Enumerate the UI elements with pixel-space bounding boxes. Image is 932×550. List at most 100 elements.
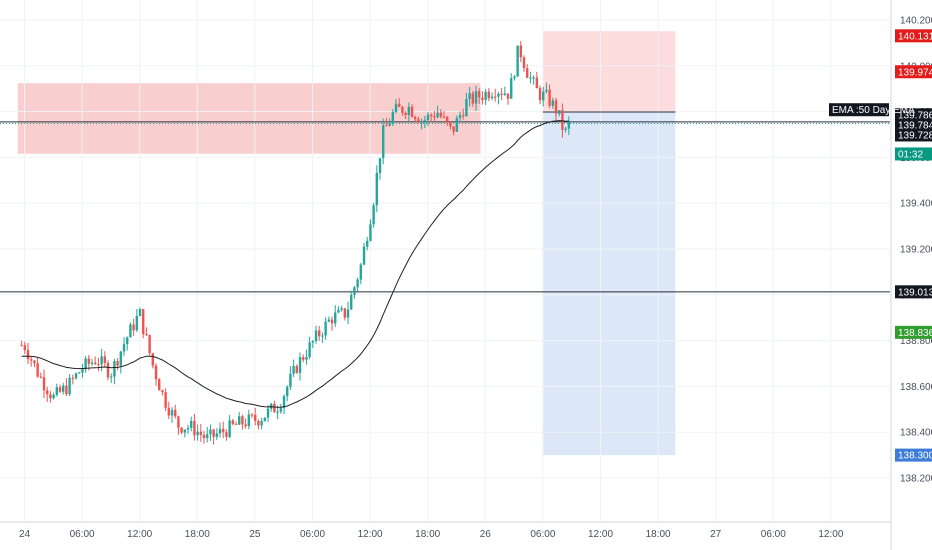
candle-body bbox=[308, 342, 311, 358]
candle-body bbox=[142, 309, 145, 335]
candle-body bbox=[423, 120, 427, 122]
candle-body bbox=[484, 91, 487, 100]
x-tick-label: 24 bbox=[19, 529, 31, 540]
price-tag-label: 139.013 bbox=[898, 287, 932, 298]
price-tag bbox=[895, 325, 932, 339]
price-tag bbox=[895, 147, 932, 161]
target-zone bbox=[542, 112, 676, 456]
y-tick-label: 138.200 bbox=[900, 474, 932, 485]
candle-body bbox=[391, 112, 395, 124]
candle-body bbox=[452, 126, 455, 132]
price-tag bbox=[895, 118, 932, 132]
candle-body bbox=[318, 330, 321, 337]
candle-body bbox=[497, 93, 500, 97]
candle-body bbox=[65, 385, 68, 395]
candle-body bbox=[414, 116, 417, 120]
x-tick-label: 06:00 bbox=[70, 529, 95, 540]
candle-body bbox=[254, 414, 257, 421]
candle-body bbox=[42, 377, 46, 391]
candle-body bbox=[337, 309, 340, 313]
candle-body bbox=[522, 57, 526, 69]
candle-body bbox=[58, 387, 62, 392]
x-tick-label: 18:00 bbox=[415, 529, 440, 540]
candle-body bbox=[33, 360, 36, 364]
x-tick-label: 12:00 bbox=[818, 529, 843, 540]
candle-body bbox=[542, 91, 545, 101]
candle-body bbox=[154, 365, 158, 380]
candle-body bbox=[346, 309, 350, 318]
candle-body bbox=[84, 358, 87, 370]
candle-body bbox=[110, 376, 113, 378]
ema-label-box bbox=[829, 103, 889, 117]
candle-body bbox=[401, 107, 404, 114]
candle-body bbox=[526, 68, 529, 78]
candle-body bbox=[436, 112, 439, 118]
candle-body bbox=[282, 396, 286, 409]
candle-body bbox=[311, 341, 315, 343]
candle-body bbox=[462, 115, 465, 117]
candle-body bbox=[100, 356, 103, 365]
x-tick-label: 12:00 bbox=[588, 529, 613, 540]
candle-body bbox=[257, 420, 260, 426]
price-tag-label: 139.728 bbox=[898, 130, 932, 141]
candle-body bbox=[548, 89, 551, 106]
candle-body bbox=[279, 408, 283, 412]
candle-body bbox=[516, 45, 519, 77]
candle-body bbox=[113, 361, 116, 377]
candle-body bbox=[222, 428, 225, 433]
candle-body bbox=[49, 394, 52, 399]
candle-body bbox=[55, 387, 59, 395]
candle-body bbox=[71, 377, 75, 379]
candle-body bbox=[378, 158, 382, 173]
candle-body bbox=[481, 97, 484, 100]
candle-body bbox=[87, 358, 91, 364]
candle-body bbox=[535, 77, 539, 89]
candle-body bbox=[244, 424, 247, 427]
x-tick-label: 06:00 bbox=[530, 529, 555, 540]
candle-body bbox=[81, 369, 84, 373]
candle-body bbox=[343, 308, 347, 318]
candle-body bbox=[417, 119, 420, 123]
candle-body bbox=[519, 45, 523, 58]
candle-body bbox=[215, 433, 219, 437]
candle-body bbox=[190, 420, 193, 428]
candle-body bbox=[305, 357, 308, 360]
candle-body bbox=[506, 93, 510, 99]
candle-body bbox=[442, 116, 446, 118]
candle-body bbox=[404, 113, 407, 116]
candle-body bbox=[20, 345, 23, 347]
y-tick-label: 138.600 bbox=[900, 382, 932, 393]
x-tick-label: 06:00 bbox=[761, 529, 786, 540]
candle-body bbox=[151, 353, 155, 366]
candle-body bbox=[273, 403, 276, 413]
candle-body bbox=[62, 385, 65, 392]
price-tag-label: 01:32 bbox=[898, 149, 923, 160]
candle-body bbox=[362, 246, 366, 265]
candle-body bbox=[186, 427, 190, 430]
supply-zone bbox=[17, 83, 481, 154]
candle-body bbox=[375, 172, 379, 206]
candle-body bbox=[433, 116, 436, 118]
candle-body bbox=[446, 116, 449, 123]
candle-body bbox=[183, 429, 187, 433]
ema-50-line bbox=[21, 120, 569, 408]
candle-body bbox=[538, 88, 542, 101]
candle-body bbox=[234, 423, 238, 425]
candle-body bbox=[23, 345, 27, 350]
candle-body bbox=[266, 408, 270, 418]
price-tag-label: 138.300 bbox=[898, 451, 932, 462]
candle-body bbox=[327, 319, 331, 322]
candle-body bbox=[545, 89, 548, 92]
candle-body bbox=[500, 93, 503, 96]
price-tag bbox=[895, 128, 932, 142]
candle-body bbox=[46, 390, 49, 395]
candle-body bbox=[247, 414, 251, 427]
candle-body bbox=[439, 112, 443, 117]
candle-body bbox=[68, 377, 71, 395]
candle-body bbox=[238, 416, 241, 425]
x-tick-label: 27 bbox=[710, 529, 722, 540]
price-tag bbox=[895, 29, 932, 43]
candle-body bbox=[382, 125, 385, 159]
